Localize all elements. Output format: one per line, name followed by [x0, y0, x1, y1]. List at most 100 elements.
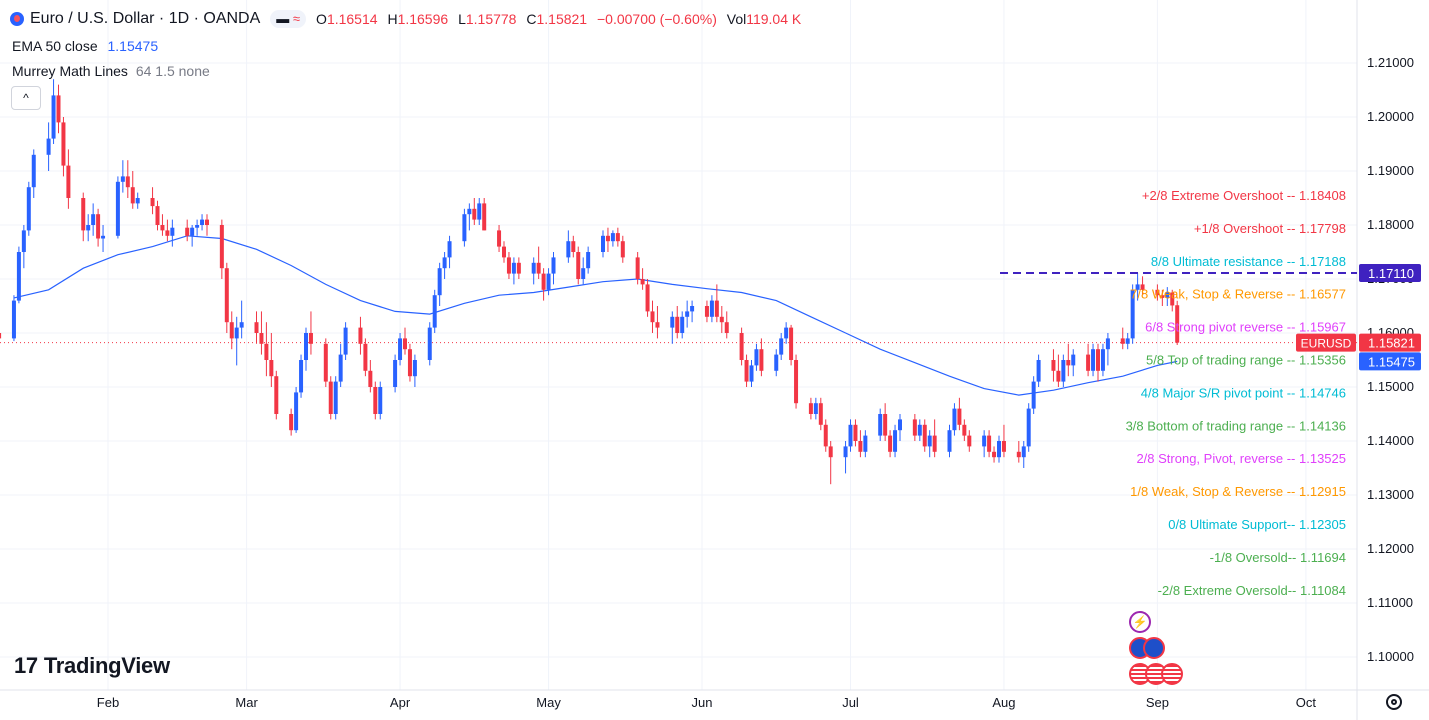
candle-body	[160, 225, 165, 231]
candle-body	[566, 241, 571, 258]
close-value: 1.15821	[536, 11, 588, 27]
candle-body	[823, 424, 828, 447]
candle-body	[477, 203, 482, 220]
candle-body	[709, 300, 714, 317]
candle-body	[967, 435, 972, 447]
candle-body	[472, 208, 477, 220]
candle-body	[26, 187, 31, 231]
candle-body	[997, 441, 1001, 458]
candle-body	[893, 430, 898, 452]
candle-body	[576, 252, 581, 279]
murrey-line-label: 8/8 Ultimate resistance -- 1.17188	[1151, 254, 1346, 269]
change-value: −0.00700 (−0.60%)	[596, 11, 717, 27]
candle-body	[917, 424, 922, 436]
candle-body	[482, 203, 487, 231]
candle-body	[828, 446, 833, 458]
globe-icon	[10, 12, 24, 26]
candle-body	[789, 327, 794, 360]
x-month-label: Aug	[992, 695, 1015, 710]
candle-body	[378, 387, 383, 414]
price-axis-tag	[1359, 333, 1421, 352]
settings-gear-icon[interactable]	[1386, 694, 1402, 710]
candle-body	[670, 316, 675, 328]
candle-body	[541, 273, 546, 290]
murrey-legend[interactable]: Murrey Math Lines 64 1.5 none	[12, 63, 210, 79]
murrey-line-label: 1/8 Weak, Stop & Reverse -- 1.12915	[1130, 484, 1346, 499]
candle-body	[818, 403, 823, 425]
candle-body	[1016, 451, 1021, 458]
x-month-label: Feb	[97, 695, 119, 710]
candle-body	[719, 316, 724, 323]
candle-body	[135, 198, 140, 204]
candle-body	[615, 233, 620, 242]
candle-body	[754, 349, 759, 366]
candle-body	[51, 95, 56, 139]
y-tick-label: 1.20000	[1367, 109, 1414, 124]
candle-body	[843, 446, 848, 458]
candle-body	[86, 225, 91, 231]
price-axis-tag	[1359, 352, 1421, 371]
candle-body	[774, 354, 779, 371]
candle-body	[274, 376, 279, 414]
high-price-value: 1.17110	[1368, 266, 1414, 281]
candle-body	[808, 403, 813, 414]
high-value: 1.16596	[397, 11, 449, 27]
symbol-title[interactable]: Euro / U.S. Dollar · 1D · OANDA	[30, 10, 261, 27]
candle-body	[962, 424, 967, 436]
eu-flag-event-icon[interactable]	[1143, 637, 1165, 659]
candle-body	[1160, 295, 1165, 298]
candle-body	[853, 424, 858, 441]
candle-body	[987, 435, 992, 452]
candle-body	[358, 327, 363, 344]
candle-body	[675, 316, 680, 333]
murrey-params: 64 1.5 none	[135, 63, 210, 79]
us-flag-event-icon[interactable]	[1161, 663, 1183, 685]
candle-body	[1165, 292, 1170, 298]
candle-body	[1031, 381, 1036, 409]
candle-body	[333, 381, 338, 414]
x-month-label: Jul	[842, 695, 859, 710]
candle-body	[685, 311, 690, 317]
y-tick-label: 1.13000	[1367, 487, 1414, 502]
tradingview-logo[interactable]: 17 TradingView	[14, 653, 170, 679]
x-month-label: Oct	[1296, 695, 1317, 710]
candle-body	[115, 181, 120, 236]
ema-label: EMA 50 close	[12, 38, 98, 54]
ema-value: 1.15475	[107, 38, 159, 54]
candle-body	[120, 176, 125, 182]
candle-body	[502, 246, 506, 258]
candle-body	[393, 360, 398, 387]
candle-body	[601, 235, 605, 252]
candle-body	[813, 403, 818, 414]
murrey-line-label: +2/8 Extreme Overshoot -- 1.18408	[1142, 188, 1346, 203]
lightning-event-icon[interactable]: ⚡	[1129, 611, 1151, 633]
candle-body	[264, 343, 269, 360]
murrey-line-label: +1/8 Overshoot -- 1.17798	[1194, 221, 1346, 236]
candle-body	[56, 95, 61, 123]
y-tick-label: 1.11000	[1367, 595, 1413, 610]
candle-body	[21, 230, 26, 252]
ema-legend[interactable]: EMA 50 close 1.15475	[12, 38, 158, 54]
candle-body	[1105, 338, 1110, 350]
candle-body	[1061, 360, 1066, 382]
candle-body	[605, 235, 610, 242]
symbol-header: Euro / U.S. Dollar · 1D · OANDA ▬ ≈ O1.1…	[10, 10, 807, 28]
candle-body	[898, 419, 902, 431]
open-value: 1.16514	[326, 11, 378, 27]
candle-body	[1155, 289, 1160, 296]
candle-body	[1036, 360, 1041, 382]
collapse-legend-button[interactable]: ^	[11, 86, 41, 110]
x-month-label: May	[536, 695, 561, 710]
flag-pill[interactable]: ▬ ≈	[270, 10, 307, 28]
candle-body	[254, 322, 259, 333]
candle-body	[304, 333, 308, 360]
candle-body	[1051, 360, 1056, 371]
candle-body	[195, 225, 200, 228]
volume-value: 119.04 K	[746, 11, 802, 27]
candle-body	[506, 257, 511, 274]
candle-body	[1096, 349, 1100, 371]
candle-body	[0, 333, 2, 339]
candle-body	[224, 268, 229, 323]
candle-body	[170, 227, 175, 236]
